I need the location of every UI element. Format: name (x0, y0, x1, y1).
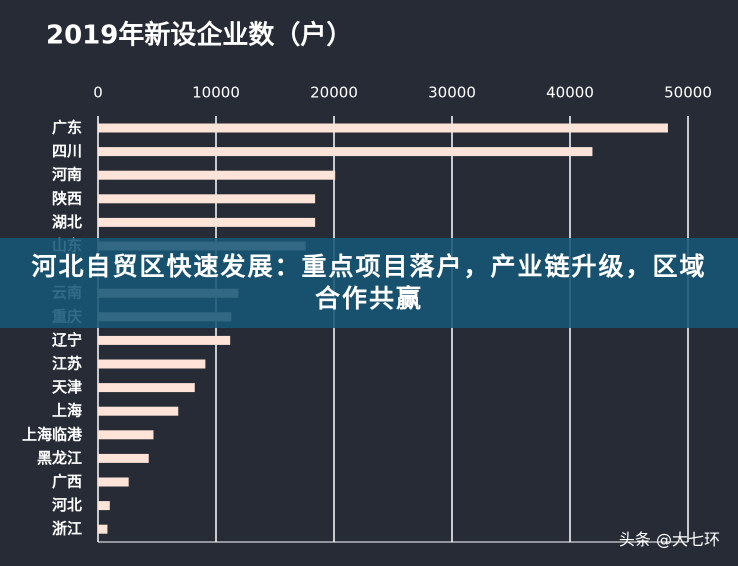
bar (98, 194, 316, 204)
bar (98, 477, 129, 487)
y-tick-label: 上海临港 (22, 425, 83, 443)
y-tick-label: 广东 (52, 119, 82, 137)
bar (98, 430, 154, 440)
y-tick-label: 河南 (52, 166, 82, 184)
banner: 河北自贸区快速发展：重点项目落户，产业链升级，区域合作共赢 (0, 238, 738, 328)
bar (98, 453, 149, 463)
bar (98, 359, 206, 369)
y-tick-label: 湖北 (52, 213, 82, 231)
y-tick-label: 四川 (52, 142, 82, 160)
bar (98, 147, 593, 157)
x-tick-label: 10000 (192, 84, 240, 102)
y-tick-label: 辽宁 (52, 331, 82, 349)
bar (98, 524, 108, 534)
y-tick-label: 浙江 (52, 520, 82, 538)
y-tick-label: 黑龙江 (37, 449, 82, 467)
x-tick-label: 30000 (428, 84, 476, 102)
y-tick-label: 天津 (52, 378, 82, 396)
chart-title: 2019年新设企业数（户） (46, 20, 352, 51)
y-tick-label: 上海 (52, 402, 82, 420)
y-tick-label: 江苏 (52, 355, 82, 373)
x-tick-label: 40000 (546, 84, 594, 102)
x-tick-label: 50000 (664, 84, 712, 102)
bar (98, 335, 231, 345)
banner-text: 河北自贸区快速发展：重点项目落户，产业链升级，区域合作共赢 (31, 252, 707, 313)
bar (98, 501, 110, 511)
bar (98, 170, 336, 180)
bar (98, 123, 668, 133)
watermark: 头条 @大七环 (618, 530, 720, 549)
bar (98, 217, 316, 227)
x-tick-label: 0 (93, 84, 103, 102)
y-tick-label: 河北 (52, 496, 82, 514)
y-tick-label: 陕西 (52, 189, 82, 207)
bar (98, 383, 195, 393)
bar (98, 406, 179, 416)
x-tick-label: 20000 (310, 84, 358, 102)
y-tick-label: 广西 (52, 473, 82, 491)
